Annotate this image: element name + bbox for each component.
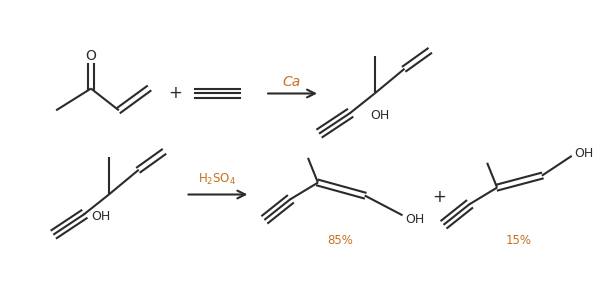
Text: OH: OH	[574, 147, 593, 160]
Text: H$_2$SO$_4$: H$_2$SO$_4$	[199, 172, 236, 187]
Text: Ca: Ca	[283, 75, 301, 89]
Text: OH: OH	[405, 213, 424, 226]
Text: 15%: 15%	[506, 234, 532, 247]
Text: +: +	[169, 84, 182, 103]
Text: 85%: 85%	[327, 234, 353, 247]
Text: +: +	[433, 188, 446, 206]
Text: OH: OH	[91, 210, 110, 223]
Text: OH: OH	[370, 109, 389, 122]
Text: O: O	[86, 49, 97, 63]
